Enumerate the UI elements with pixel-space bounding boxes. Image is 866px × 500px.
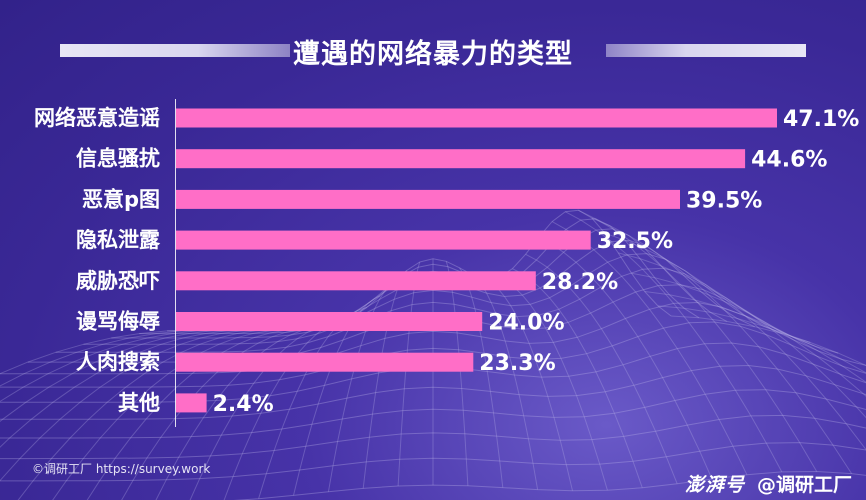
- mesh-line: [0, 364, 866, 420]
- value-label: 44.6%: [751, 148, 827, 173]
- bar: [176, 352, 474, 372]
- title-decoration-left: [60, 44, 290, 57]
- mesh-line: [618, 252, 866, 419]
- mesh-line: [538, 236, 713, 480]
- mesh-line: [0, 414, 866, 460]
- value-label: 39.5%: [686, 188, 762, 213]
- bar: [176, 189, 680, 209]
- brand-logo: 澎湃号: [684, 474, 745, 496]
- mesh-line: [121, 327, 314, 500]
- value-label: 32.5%: [597, 229, 673, 254]
- mesh-line: [671, 315, 866, 366]
- mesh-line: [0, 329, 262, 482]
- category-label: 网络恶意造谣: [34, 106, 160, 130]
- bar: [176, 312, 483, 331]
- mesh-line: [0, 329, 248, 448]
- category-label: 信息骚扰: [76, 147, 160, 171]
- mesh-line: [0, 329, 209, 387]
- category-label: 恶意p图: [82, 187, 160, 211]
- chart-title: 遭遇的网络暴力的类型: [293, 39, 573, 70]
- mesh-line: [83, 253, 783, 345]
- title-decoration-right: [606, 44, 806, 57]
- value-label: 2.4%: [213, 392, 274, 417]
- brand-handle: @调研工厂: [756, 474, 852, 496]
- mesh-line: [0, 321, 866, 388]
- mesh-line: [0, 329, 222, 403]
- mesh-line: [631, 272, 866, 397]
- value-label: 23.3%: [479, 351, 555, 376]
- bar: [176, 393, 207, 413]
- mesh-line: [565, 211, 783, 473]
- category-label: 威胁恐吓: [76, 269, 160, 293]
- brand-watermark: 澎湃号 @调研工厂: [685, 470, 852, 497]
- mesh-line: [327, 282, 394, 492]
- mesh-line: [17, 329, 275, 500]
- bar: [176, 230, 591, 250]
- source-credit: ©调研工厂 https://survey.work: [32, 462, 211, 476]
- mesh-line: [86, 328, 301, 500]
- mesh-line: [52, 329, 288, 500]
- mesh-line: [485, 278, 573, 491]
- mesh-line: [0, 442, 866, 482]
- bar: [176, 108, 777, 128]
- value-label: 47.1%: [783, 107, 859, 132]
- mesh-line: [525, 253, 678, 484]
- mesh-line: [591, 217, 853, 474]
- mesh-line: [0, 329, 235, 423]
- category-label: 谩骂侮辱: [76, 310, 160, 334]
- mesh-line: [55, 267, 811, 353]
- mesh-line: [0, 301, 866, 375]
- bar: [176, 149, 746, 169]
- mesh-line: [0, 329, 195, 375]
- category-label: 人肉搜索: [76, 350, 160, 374]
- mesh-line: [233, 470, 866, 500]
- category-axis-line: [175, 99, 176, 427]
- category-label: 其他: [118, 391, 160, 415]
- mesh-line: [578, 209, 818, 472]
- mesh-line: [644, 291, 866, 383]
- category-label: 隐私泄露: [76, 228, 161, 252]
- value-label: 24.0%: [488, 311, 564, 336]
- mesh-line: [604, 232, 866, 451]
- mesh-line: [657, 305, 866, 374]
- bar: [176, 271, 536, 291]
- value-label: 28.2%: [542, 270, 618, 295]
- mesh-line: [0, 389, 866, 439]
